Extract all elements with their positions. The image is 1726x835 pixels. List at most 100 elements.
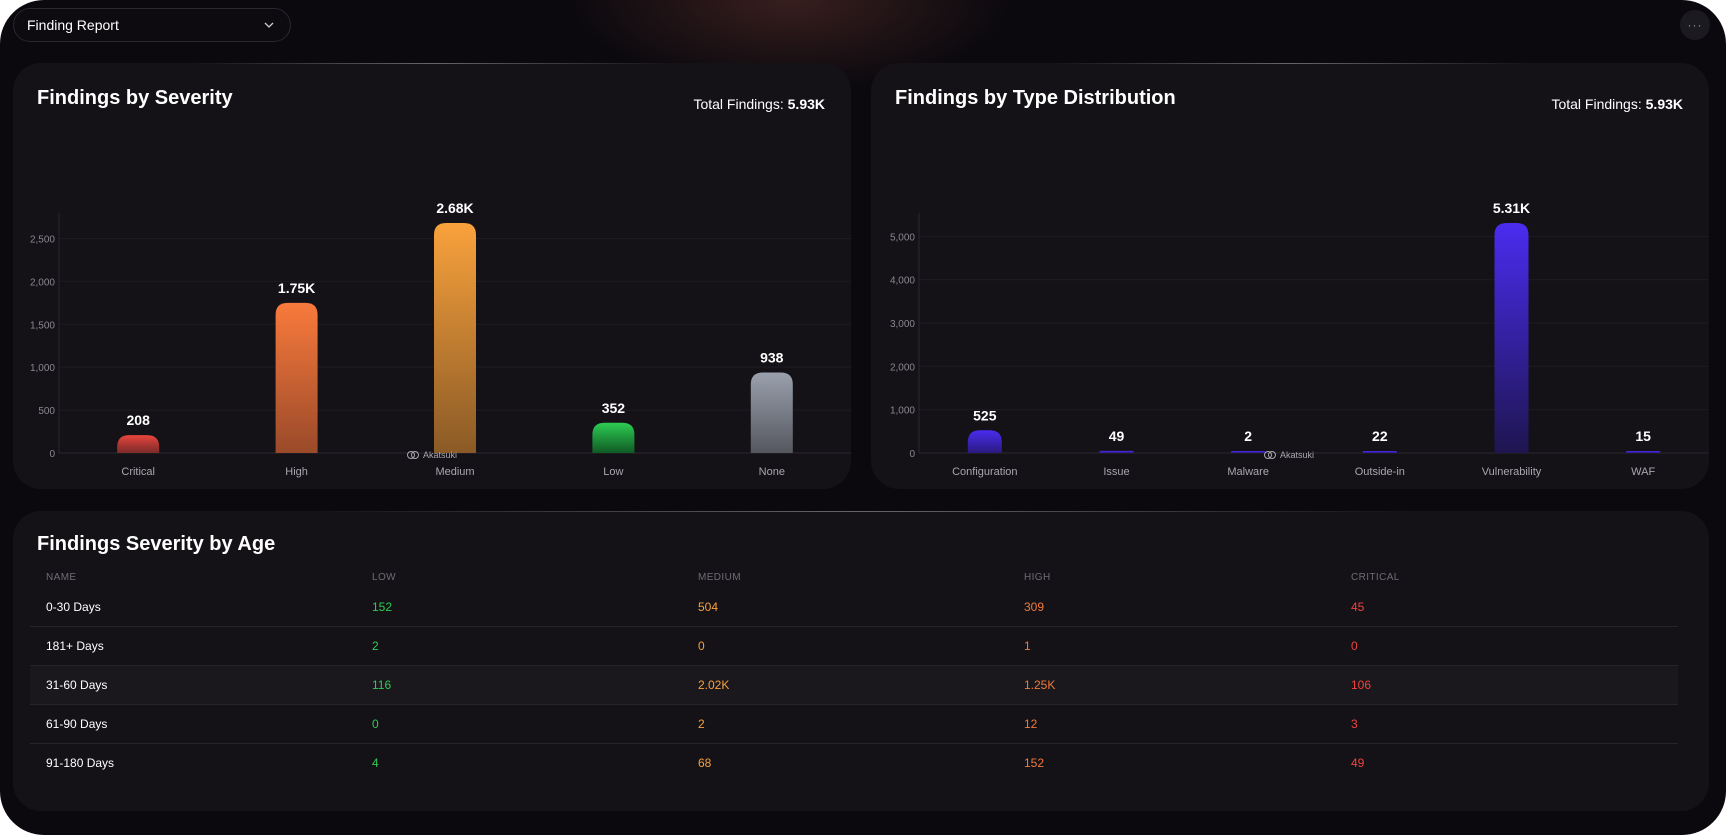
total-value: 5.93K	[787, 96, 825, 112]
x-tick-label: Critical	[121, 466, 155, 478]
row-low: 116	[356, 665, 682, 705]
bar-value-label: 15	[1635, 428, 1651, 444]
bar-high[interactable]	[275, 302, 318, 453]
x-tick-label: Vulnerability	[1482, 466, 1542, 478]
row-critical: 49	[1335, 743, 1678, 782]
brand-watermark: Akatsuki	[407, 450, 457, 460]
x-tick-label: WAF	[1631, 466, 1655, 478]
row-medium: 2.02K	[682, 665, 1008, 705]
column-header-medium: MEDIUM	[698, 571, 741, 583]
akatsuki-logo-icon	[1264, 451, 1276, 459]
type-bar-chart: 0 1,000 2,000 3,000 4,000 5,000 525 Configurati…	[890, 200, 1709, 478]
row-high: 152	[1008, 743, 1335, 782]
table-header-row: NAME LOW MEDIUM HIGH CRITICAL	[30, 566, 1678, 588]
x-tick-label: Low	[603, 466, 623, 478]
row-medium: 2	[682, 704, 1008, 744]
y-tick-label: 2,000	[890, 362, 915, 373]
row-low: 2	[356, 626, 682, 666]
x-tick-label: Medium	[435, 466, 474, 478]
column-header-low: LOW	[372, 571, 396, 583]
table-row[interactable]: 91-180 Days 4 68 152 49	[30, 743, 1678, 782]
row-high: 1.25K	[1008, 665, 1335, 705]
bar-value-label: 22	[1372, 428, 1388, 444]
severity-bar-chart: 0 500 1,000 1,500 2,000 2,500 208 Critical 1.75K…	[30, 200, 851, 478]
chevron-down-icon	[262, 18, 276, 32]
severity-total: Total Findings: 5.93K	[693, 96, 825, 112]
age-table: NAME LOW MEDIUM HIGH CRITICAL 0-30 Days …	[30, 566, 1678, 782]
age-table-title: Findings Severity by Age	[37, 533, 276, 555]
row-name: 91-180 Days	[30, 743, 356, 782]
row-low: 4	[356, 743, 682, 782]
bar-waf[interactable]	[1626, 451, 1661, 453]
row-name: 181+ Days	[30, 626, 356, 666]
y-tick-label: 4,000	[890, 276, 915, 287]
bar-none[interactable]	[750, 372, 793, 454]
row-critical: 45	[1351, 600, 1365, 614]
row-high: 12	[1008, 704, 1335, 744]
table-row[interactable]: 31-60 Days 116 2.02K 1.25K 106	[30, 665, 1678, 705]
row-medium: 504	[698, 600, 719, 614]
row-critical: 106	[1335, 665, 1678, 705]
table-row[interactable]: 181+ Days 2 0 1 0	[30, 626, 1678, 666]
severity-card: Findings by Severity Total Findings: 5.9…	[13, 63, 851, 489]
y-tick-label: 5,000	[890, 232, 915, 243]
more-icon: ···	[1687, 18, 1703, 32]
row-critical: 0	[1335, 626, 1678, 666]
brand-name: Akatsuki	[1280, 450, 1315, 460]
bar-value-label: 938	[760, 350, 784, 366]
report-selector[interactable]: Finding Report	[13, 8, 291, 42]
row-low: 152	[372, 600, 393, 614]
row-high: 1	[1008, 626, 1335, 666]
y-tick-label: 500	[38, 406, 55, 417]
bar-value-label: 2.68K	[436, 200, 473, 216]
y-tick-label: 1,000	[30, 363, 55, 374]
y-tick-label: 0	[909, 449, 915, 460]
type-card: Findings by Type Distribution Total Find…	[871, 63, 1709, 489]
bar-medium[interactable]	[434, 223, 476, 453]
y-tick-label: 3,000	[890, 319, 915, 330]
bar-value-label: 352	[602, 400, 626, 416]
x-tick-label: None	[759, 466, 785, 478]
row-low: 0	[356, 704, 682, 744]
row-medium: 68	[682, 743, 1008, 782]
type-chart-title: Findings by Type Distribution	[895, 87, 1176, 109]
row-medium: 0	[682, 626, 1008, 666]
type-total: Total Findings: 5.93K	[1551, 96, 1683, 112]
x-tick-label: High	[285, 466, 308, 478]
bar-critical[interactable]	[117, 435, 160, 453]
y-tick-label: 2,500	[30, 234, 55, 245]
row-high: 309	[1024, 600, 1045, 614]
column-header-high: HIGH	[1024, 571, 1051, 583]
bar-issue[interactable]	[1099, 450, 1134, 453]
y-tick-label: 1,000	[890, 406, 915, 417]
total-label: Total Findings:	[693, 96, 784, 112]
bar-value-label: 1.75K	[278, 280, 315, 296]
bar-outside-in[interactable]	[1362, 451, 1397, 453]
table-row[interactable]: 0-30 Days 152 504 309 45	[30, 588, 1678, 627]
more-options-button[interactable]: ···	[1680, 10, 1710, 40]
y-tick-label: 1,500	[30, 320, 55, 331]
total-value: 5.93K	[1645, 96, 1683, 112]
bar-value-label: 2	[1244, 428, 1252, 444]
x-tick-label: Issue	[1103, 466, 1129, 478]
table-row[interactable]: 61-90 Days 0 2 12 3	[30, 704, 1678, 744]
card-divider	[313, 511, 1409, 512]
row-critical: 3	[1335, 704, 1678, 744]
bar-configuration[interactable]	[967, 430, 1002, 453]
bar-value-label: 525	[973, 407, 997, 423]
bar-low[interactable]	[592, 422, 635, 453]
bar-vulnerability[interactable]	[1494, 223, 1529, 453]
x-tick-label: Malware	[1227, 466, 1269, 478]
bar-value-label: 208	[127, 412, 151, 428]
bar-value-label: 5.31K	[1493, 200, 1530, 216]
severity-chart-title: Findings by Severity	[37, 87, 233, 109]
y-tick-label: 0	[49, 449, 55, 460]
column-header-name: NAME	[46, 571, 77, 583]
row-name: 31-60 Days	[30, 665, 356, 705]
bar-malware[interactable]	[1231, 451, 1266, 453]
bar-value-label: 49	[1109, 428, 1125, 444]
column-header-critical: CRITICAL	[1351, 571, 1400, 583]
x-tick-label: Outside-in	[1355, 466, 1405, 478]
card-divider	[1051, 63, 1529, 64]
